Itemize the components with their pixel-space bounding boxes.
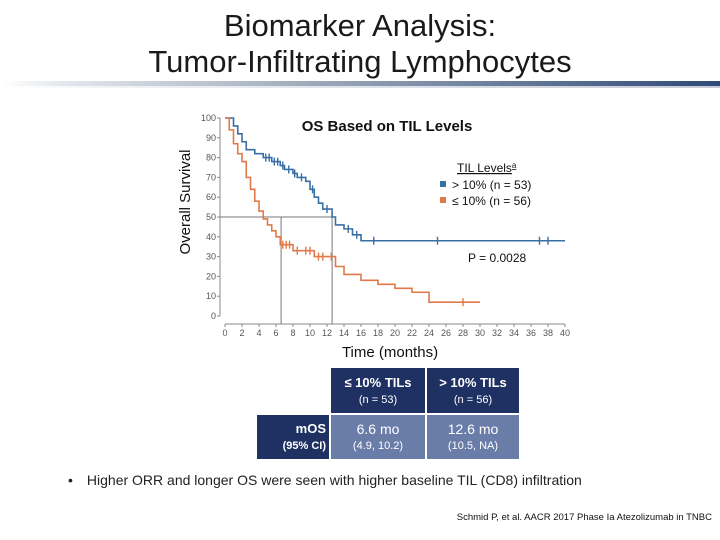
x-tick-label: 22 [407, 328, 417, 338]
table-row-label: mOS (95% CI) [257, 415, 331, 459]
table-corner [257, 368, 331, 415]
legend: TIL Levelsa > 10% (n = 53) ≤ 10% (n = 56… [440, 161, 531, 208]
x-tick-label: 28 [458, 328, 468, 338]
table-cell-high: 12.6 mo (10.5, NA) [427, 415, 519, 459]
title-underline-shadow [0, 86, 720, 88]
x-tick-label: 10 [305, 328, 315, 338]
legend-swatch-low [440, 197, 446, 203]
y-tick-label: 70 [206, 172, 216, 182]
y-tick-label: 0 [211, 311, 216, 321]
survival-curve-high-til [225, 117, 565, 242]
bullet-text: Higher ORR and longer OS were seen with … [86, 472, 582, 488]
legend-item-low: ≤ 10% (n = 56) [452, 194, 531, 208]
legend-swatch-high [440, 181, 446, 187]
y-tick-label: 90 [206, 133, 216, 143]
x-tick-label: 38 [543, 328, 553, 338]
x-tick-label: 14 [339, 328, 349, 338]
x-tick-label: 6 [273, 328, 278, 338]
y-tick-label: 60 [206, 192, 216, 202]
x-tick-label: 8 [290, 328, 295, 338]
y-tick-label: 80 [206, 153, 216, 163]
p-value: P = 0.0028 [468, 251, 526, 265]
y-tick-label: 50 [206, 212, 216, 222]
legend-item-high: > 10% (n = 53) [452, 178, 531, 192]
x-tick-label: 4 [256, 328, 261, 338]
x-tick-label: 30 [475, 328, 485, 338]
y-tick-label: 30 [206, 252, 216, 262]
slide-title-line2: Tumor-Infiltrating Lymphocytes [148, 44, 572, 79]
median-reference-lines [220, 216, 333, 324]
table-cell-low: 6.6 mo (4.9, 10.2) [331, 415, 427, 459]
x-tick-label: 16 [356, 328, 366, 338]
x-tick-label: 34 [509, 328, 519, 338]
x-tick-label: 18 [373, 328, 383, 338]
x-tick-label: 20 [390, 328, 400, 338]
x-axis-title: Time (months) [342, 344, 438, 361]
km-chart: Overall Survival OS Based on TIL Levels … [177, 113, 570, 361]
y-axis-title: Overall Survival [177, 149, 194, 254]
y-tick-label: 20 [206, 271, 216, 281]
bullet-point: • Higher ORR and longer OS were seen with… [68, 472, 582, 488]
table-header-low: ≤ 10% TILs (n = 53) [331, 368, 427, 415]
title-underline [0, 81, 720, 86]
chart-title: OS Based on TIL Levels [302, 118, 473, 135]
y-tick-label: 40 [206, 232, 216, 242]
x-axis-ticks: 0 2 4 6 8 10 12 14 16 18 20 22 24 26 28 30 32 34 36 38 40 [222, 324, 570, 338]
survival-curves [225, 117, 565, 307]
x-tick-label: 36 [526, 328, 536, 338]
y-tick-label: 10 [206, 291, 216, 301]
x-tick-label: 0 [222, 328, 227, 338]
citation: Schmid P, et al. AACR 2017 Phase Ia Atez… [456, 512, 712, 523]
x-tick-label: 12 [322, 328, 332, 338]
table-header-high: > 10% TILs (n = 56) [427, 368, 519, 415]
survival-curve-low-til [225, 117, 480, 303]
median-os-table: ≤ 10% TILs (n = 53) > 10% TILs (n = 56) … [257, 368, 519, 459]
slide-title-line1: Biomarker Analysis: [223, 8, 497, 43]
legend-title: TIL Levelsa [457, 161, 517, 175]
x-tick-label: 32 [492, 328, 502, 338]
x-tick-label: 2 [239, 328, 244, 338]
x-tick-label: 40 [560, 328, 570, 338]
x-tick-label: 26 [441, 328, 451, 338]
x-tick-label: 24 [424, 328, 434, 338]
y-tick-label: 100 [201, 113, 216, 123]
